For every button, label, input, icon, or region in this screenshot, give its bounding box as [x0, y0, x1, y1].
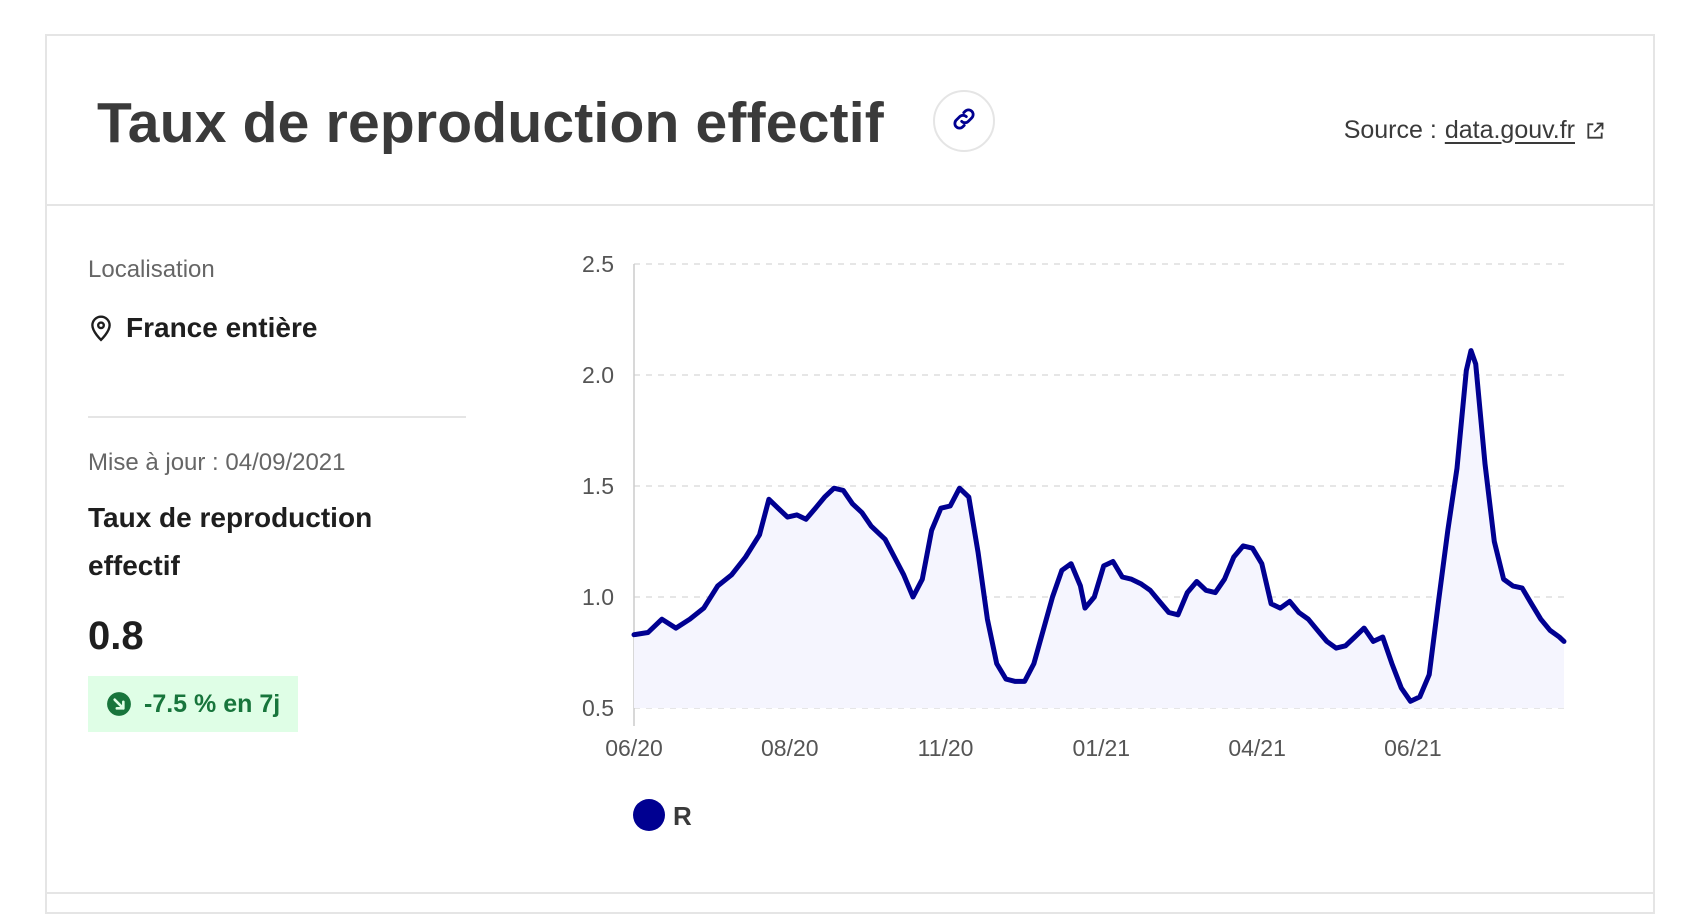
arrow-down-right-icon — [106, 691, 132, 717]
evolution-text: -7.5 % en 7j — [144, 689, 281, 718]
indicator-value: 0.8 — [88, 614, 144, 658]
indicator-title: Taux de reproduction effectif — [88, 502, 373, 581]
update-date: Mise à jour : 04/09/2021 — [88, 449, 346, 476]
card-header: Taux de reproduction effectif Source : d… — [47, 36, 1653, 206]
page-title: Taux de reproduction effectif — [97, 91, 884, 155]
card-bottom-divider — [45, 892, 1655, 894]
evolution-badge: -7.5 % en 7j — [88, 676, 299, 732]
external-link-icon — [1585, 121, 1605, 141]
source: Source : data.gouv.fr — [1344, 116, 1605, 145]
source-label: Source : — [1343, 116, 1437, 144]
map-pin-icon — [88, 314, 114, 342]
location-value: France entière — [126, 312, 318, 343]
location-label: Localisation — [88, 256, 215, 283]
location-selector[interactable]: France entière — [88, 312, 317, 344]
link-icon — [950, 105, 978, 138]
divider — [88, 416, 466, 418]
copy-link-button[interactable] — [933, 90, 995, 152]
source-link[interactable]: data.gouv.fr — [1445, 116, 1605, 145]
source-link-text: data.gouv.fr — [1444, 116, 1575, 144]
